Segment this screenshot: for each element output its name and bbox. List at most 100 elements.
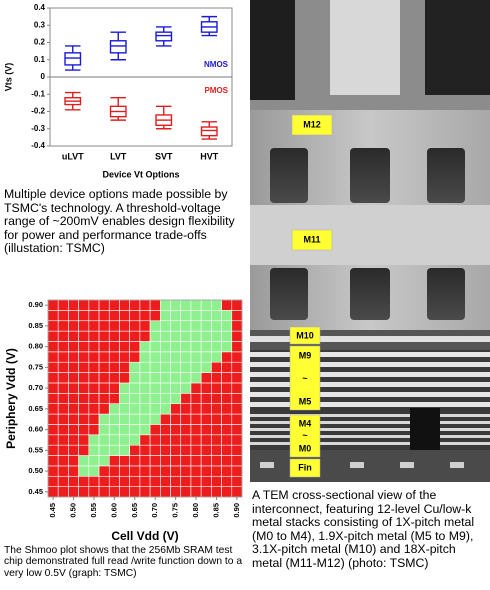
metal-label: M9 xyxy=(299,350,312,360)
y-tick-label: -0.2 xyxy=(31,107,45,116)
shmoo-cell xyxy=(160,444,171,456)
shmoo-cell xyxy=(170,486,182,498)
shmoo-cell xyxy=(211,341,222,353)
shmoo-cell xyxy=(170,413,182,425)
shmoo-cell xyxy=(170,351,182,363)
box xyxy=(155,31,173,42)
shmoo-cell xyxy=(200,413,212,425)
shmoo-cell xyxy=(231,330,243,342)
shmoo-cell xyxy=(190,434,202,446)
shmoo-cell xyxy=(78,341,90,353)
shmoo-cell xyxy=(98,424,110,436)
shmoo-cell xyxy=(108,444,120,456)
shmoo-cell xyxy=(190,330,202,342)
y-tick-label: 0.85 xyxy=(28,321,43,330)
shmoo-cell xyxy=(149,310,161,322)
shmoo-cell xyxy=(108,455,120,467)
shmoo-cell xyxy=(190,361,202,373)
shmoo-cell xyxy=(57,310,69,322)
plot-frame xyxy=(47,299,243,498)
shmoo-cell xyxy=(211,310,222,322)
shmoo-cell xyxy=(221,403,233,415)
x-tick-label: SVT xyxy=(155,151,173,161)
shmoo-cell xyxy=(68,299,79,311)
shmoo-cell xyxy=(200,486,212,498)
shmoo-cell xyxy=(68,403,79,415)
metal-label: M4 xyxy=(299,418,312,428)
shmoo-cell xyxy=(149,455,161,467)
shmoo-cell xyxy=(78,486,90,498)
shmoo-cell xyxy=(180,320,192,332)
shmoo-cell xyxy=(119,351,130,363)
y-tick-label: 0.65 xyxy=(28,404,43,413)
shmoo-cell xyxy=(119,330,130,342)
shmoo-cell xyxy=(108,403,120,415)
shmoo-cell xyxy=(108,393,120,404)
metal-label: M5 xyxy=(299,396,312,406)
shmoo-cell xyxy=(139,372,151,384)
shmoo-cell xyxy=(98,351,110,363)
caption: The Shmoo plot shows that the 256Mb SRAM… xyxy=(4,545,243,579)
shmoo-cell xyxy=(221,361,233,373)
shmoo-cell xyxy=(68,361,79,373)
shmoo-cell xyxy=(190,310,202,322)
shmoo-cell xyxy=(68,382,79,394)
shmoo-cell xyxy=(211,403,222,415)
shmoo-cell xyxy=(57,475,69,487)
shmoo-cell xyxy=(211,455,222,467)
shmoo-cell xyxy=(88,351,100,363)
shmoo-cell xyxy=(98,299,110,311)
shmoo-cell xyxy=(88,372,100,384)
y-tick-label: 0.1 xyxy=(34,55,46,64)
x-axis-label: Device Vt Options xyxy=(102,169,179,179)
shmoo-cell xyxy=(190,393,202,404)
shmoo-cell xyxy=(231,455,243,467)
shmoo-cell xyxy=(170,475,182,487)
shmoo-cell xyxy=(57,393,69,404)
shmoo-cell xyxy=(231,299,243,311)
shmoo-cell xyxy=(200,320,212,332)
shmoo-cell xyxy=(68,486,79,498)
shmoo-cell xyxy=(231,341,243,353)
shmoo-cell xyxy=(78,465,90,477)
shmoo-cell xyxy=(129,465,141,477)
shmoo-cell xyxy=(129,486,141,498)
box xyxy=(109,40,127,54)
shmoo-cell xyxy=(88,382,100,394)
shmoo-cell xyxy=(180,393,192,404)
shmoo-cell xyxy=(88,330,100,342)
shmoo-cell xyxy=(180,465,192,477)
shmoo-cell xyxy=(88,361,100,373)
x-tick-label: uLVT xyxy=(62,151,84,161)
shmoo-cell xyxy=(88,403,100,415)
shmoo-cell xyxy=(180,444,192,456)
shmoo-cell xyxy=(47,330,59,342)
shmoo-cell xyxy=(160,351,171,363)
whisker xyxy=(156,105,172,115)
y-axis-label: Vts (V) xyxy=(3,63,13,92)
y-tick-label: 0.60 xyxy=(28,425,43,434)
shmoo-cell xyxy=(200,465,212,477)
shmoo-cell xyxy=(170,372,182,384)
shmoo-cell xyxy=(57,341,69,353)
shmoo-cell xyxy=(129,299,141,311)
shmoo-cell xyxy=(139,403,151,415)
shmoo-cell xyxy=(68,351,79,363)
shmoo-cell xyxy=(139,341,151,353)
shmoo-cell xyxy=(98,434,110,446)
shmoo-cell xyxy=(139,434,151,446)
shmoo-cell xyxy=(88,393,100,404)
shmoo-cell xyxy=(129,434,141,446)
shmoo-cell xyxy=(139,330,151,342)
shmoo-cell xyxy=(149,361,161,373)
shmoo-cell xyxy=(221,372,233,384)
shmoo-cell xyxy=(119,444,130,456)
y-tick-label: 0.45 xyxy=(28,487,43,496)
shmoo-cell xyxy=(47,403,59,415)
shmoo-cell xyxy=(108,434,120,446)
shmoo-cell xyxy=(98,465,110,477)
shmoo-cell xyxy=(78,310,90,322)
whisker xyxy=(110,52,126,61)
shmoo-cell xyxy=(160,341,171,353)
shmoo-cell xyxy=(170,382,182,394)
